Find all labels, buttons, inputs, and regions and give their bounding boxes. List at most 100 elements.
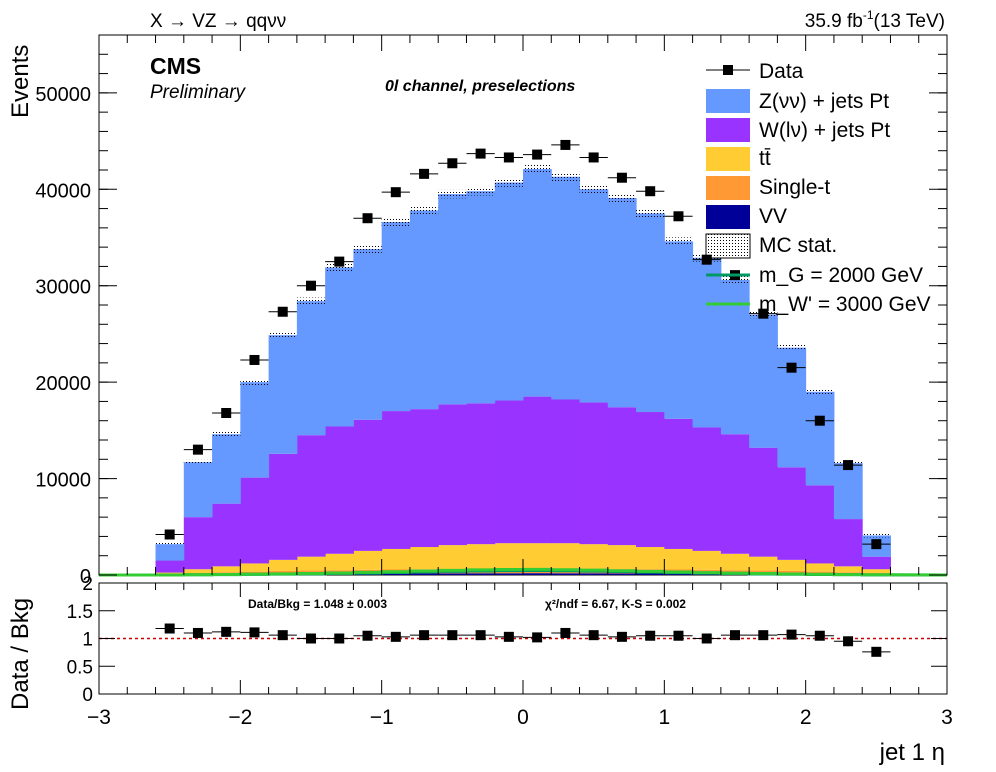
mc-stat-band-bin-18 [664,237,693,246]
bar-3-bin-3 [240,477,270,564]
legend-swatch-ttbar [706,147,750,171]
ratio-point-8 [390,631,401,642]
legend: Data Z(νν) + jets Pt W(lν) + jets Pt tt̄… [705,60,931,316]
legend-label-signal-g: m_G = 2000 GeV [759,264,923,287]
data-point-23 [814,415,825,426]
mc-stat-band-bin-3 [240,379,269,386]
mc-stat-band-bin-9 [409,206,439,215]
legend-item-znn: Z(νν) + jets Pt [706,89,889,113]
bar-3-bin-15 [579,402,609,545]
bar-0-bin-15 [579,573,609,575]
channel-label: 0l channel, preselections [385,78,575,95]
mc-stat-band-bin-2 [212,431,241,437]
y-tick-label-4: 40000 [35,180,91,202]
bar-2-bin-9 [409,547,439,570]
mc-stat-band-bin-12 [494,178,523,187]
mc-stat-band-bin-11 [466,186,495,196]
bar-4-bin-16 [607,197,637,408]
ratio-point-21 [758,630,769,641]
lumi-label: 35.9 fb-1(13 TeV) [805,8,945,32]
bar-2-bin-20 [720,553,750,571]
data-point-8 [390,187,401,198]
bar-2-bin-5 [296,556,326,571]
bar-2-bin-0 [155,572,185,575]
bar-2-bin-11 [466,544,496,569]
data-point-2 [221,408,232,418]
ratio-point-18 [673,630,684,641]
mc-stat-band-bin-7 [353,245,382,253]
ratio-point-7 [362,630,373,641]
y-tick-label-2: 20000 [35,373,91,395]
ratio-point-13 [532,632,543,643]
bar-4-bin-2 [212,434,241,504]
data-point-7 [362,213,373,224]
bar-3-bin-13 [523,396,552,544]
data-point-17 [645,186,656,197]
legend-item-wln: W(lν) + jets Pt [706,118,890,142]
x-tick-label-5: 2 [800,706,812,729]
bar-2-bin-23 [805,563,835,572]
bar-4-bin-10 [438,194,467,405]
ratio-point-16 [616,631,627,642]
bar-3-bin-1 [183,517,213,570]
data-point-1 [192,444,203,455]
mc-stat-band-bin-1 [183,459,213,465]
bar-0-bin-10 [438,573,467,575]
bar-2-bin-15 [579,544,609,569]
mc-stat-band-bin-16 [607,193,637,203]
bar-4-bin-3 [240,382,270,478]
data-point-13 [532,149,543,160]
bar-3-bin-24 [833,519,863,567]
bar-3-bin-18 [664,418,694,549]
x-tick-label-6: 3 [941,706,953,729]
bar-0-bin-14 [551,573,581,575]
legend-item-mcstat: MC stat. [705,233,837,259]
bar-2-bin-16 [607,545,637,570]
process-title: X → VZ → qqνν [150,11,286,32]
bar-2-bin-4 [268,559,298,571]
ratio-point-19 [701,633,712,644]
ratio-point-5 [306,633,316,644]
x-tick-label-2: −1 [370,706,394,729]
ratio-point-17 [645,630,656,641]
data-point-19 [701,254,712,265]
data-point-5 [306,280,316,291]
bar-2-bin-10 [438,545,467,570]
bar-4-bin-14 [551,176,581,400]
bar-3-bin-4 [268,453,298,560]
bar-4-bin-17 [636,213,665,413]
data-point-12 [503,152,514,163]
mc-stat-band-bin-22 [777,344,806,351]
bar-4-bin-6 [325,267,354,427]
mc-stat-band-bin-13 [523,164,552,174]
bar-4-bin-21 [749,314,778,448]
x-tick-label-0: −3 [87,706,111,729]
ratio-point-25 [871,646,882,657]
bar-3-bin-14 [551,399,581,544]
bar-4-bin-8 [381,222,411,412]
bar-1-bin-22 [777,570,807,574]
bar-3-bin-25 [862,556,891,570]
legend-label-data: Data [759,60,804,83]
data-point-14 [560,139,571,150]
ratio-axes: 0 0.5 1 1.5 2 −3 −2 −1 0 1 2 3 [67,574,953,729]
bar-2-bin-3 [240,563,270,572]
bar-4-bin-4 [268,335,298,454]
bar-2-bin-7 [353,550,383,570]
ratio-point-4 [277,630,288,641]
bar-0-bin-13 [523,573,552,575]
preliminary-label: Preliminary [150,82,247,103]
ratio-point-1 [192,627,203,638]
y-tick-label-0: 0 [80,566,91,588]
bar-3-bin-9 [409,409,439,548]
ratio-point-24 [843,636,854,647]
bar-4-bin-23 [805,391,835,486]
ratio-point-23 [814,630,825,641]
mc-stat-band-bin-8 [381,218,410,227]
bar-3-bin-21 [749,447,778,557]
bar-3-bin-7 [353,419,383,551]
x-axis-label: jet 1 η [879,739,945,766]
bar-4-bin-18 [664,241,694,419]
bar-3-bin-10 [438,404,467,546]
